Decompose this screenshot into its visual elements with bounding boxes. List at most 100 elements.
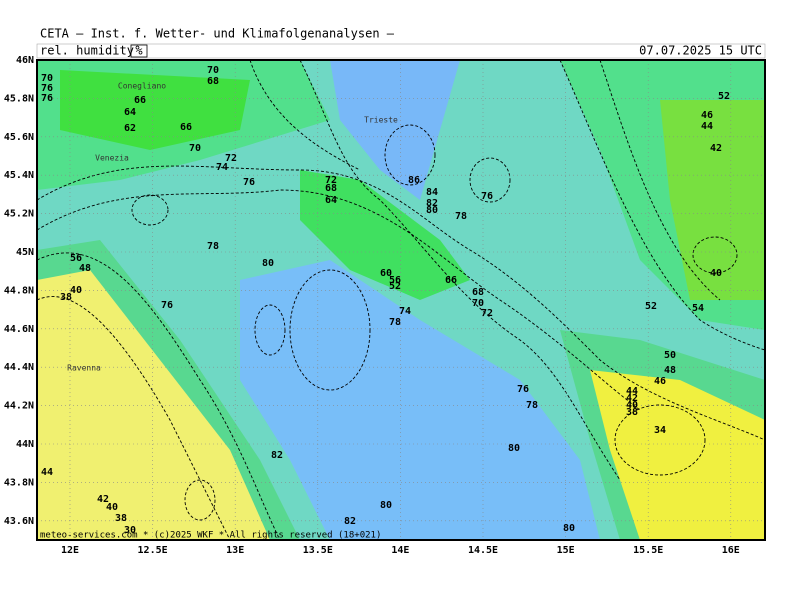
contour-label: 42 — [710, 143, 722, 154]
contour-label: 76 — [481, 191, 493, 202]
contour-label: 38 — [60, 292, 72, 303]
contour-label: 40 — [710, 268, 722, 279]
valid-time: 07.07.2025 15 UTC — [639, 44, 762, 58]
contour-label: 66 — [134, 95, 146, 106]
place-name: Venezia — [95, 154, 129, 163]
contours — [37, 60, 765, 540]
lon-label: 15E — [557, 545, 575, 556]
lat-label: 45.8N — [4, 93, 34, 104]
contour-label: 72 — [325, 175, 337, 186]
lat-label: 44N — [16, 439, 34, 450]
contour-label: 52 — [645, 301, 657, 312]
contour-label: 62 — [124, 123, 136, 134]
field-yellow — [37, 270, 270, 540]
contour-label: 80 — [426, 205, 438, 216]
lat-label: 44.6N — [4, 324, 34, 335]
contour-label: 74 — [399, 306, 411, 317]
contour-label: 66 — [445, 275, 457, 286]
field-green — [300, 170, 470, 300]
place-name: Trieste — [364, 116, 398, 125]
contour-label: 40 — [70, 285, 82, 296]
contour-label: 30 — [124, 525, 136, 536]
contour-label: 86 — [408, 175, 420, 186]
header-bar — [36, 43, 766, 59]
contour-label: 46 — [701, 110, 713, 121]
place-name: Ravenna — [67, 364, 101, 373]
lat-label: 43.8N — [4, 477, 34, 488]
contour-label: 68 — [325, 183, 337, 194]
contour-label: 76 — [41, 93, 53, 104]
contour-label: 80 — [380, 500, 392, 511]
lon-label: 14.5E — [468, 545, 498, 556]
lat-label: 44.8N — [4, 285, 34, 296]
contour-label: 44 — [701, 121, 713, 132]
contour-label: 76 — [243, 177, 255, 188]
lat-label: 44.2N — [4, 401, 34, 412]
contour-label: 78 — [207, 241, 219, 252]
contour-label: 50 — [664, 350, 676, 361]
field-blue — [330, 60, 460, 200]
contour-label: 82 — [344, 516, 356, 527]
contour-label: 64 — [124, 107, 136, 118]
lat-label: 45.2N — [4, 209, 34, 220]
contour-label: 68 — [472, 287, 484, 298]
field-blue — [240, 260, 600, 540]
field-name: rel. humidity — [40, 44, 134, 58]
map-frame — [36, 59, 766, 541]
contour-label: 40 — [626, 400, 638, 411]
field-green — [60, 70, 250, 150]
contour-label: 56 — [389, 275, 401, 286]
contour-label: 82 — [426, 198, 438, 209]
contour-label: 44 — [626, 386, 638, 397]
footer: meteo-services.com * (c)2025 WKF * All r… — [40, 531, 381, 541]
contour-label: 70 — [41, 73, 53, 84]
grid — [37, 59, 765, 540]
contour-label: 48 — [79, 263, 91, 274]
contour-label: 72 — [481, 308, 493, 319]
lon-label: 13E — [226, 545, 244, 556]
contour-label: 80 — [508, 443, 520, 454]
unit-box — [130, 44, 148, 58]
contour-label: 78 — [526, 400, 538, 411]
lat-label: 45N — [16, 247, 34, 258]
lon-label: 16E — [722, 545, 740, 556]
contour-label: 60 — [380, 268, 392, 279]
contour-label: 46 — [654, 376, 666, 387]
contour-label: 52 — [718, 91, 730, 102]
field-yellow — [590, 370, 765, 540]
field-yellowgreen — [660, 100, 765, 300]
map-field — [37, 60, 765, 540]
lat-label: 45.4N — [4, 170, 34, 181]
contour-label: 68 — [207, 76, 219, 87]
lat-label: 43.6N — [4, 516, 34, 527]
contour-label: 48 — [664, 365, 676, 376]
contour-label: 76 — [41, 83, 53, 94]
lat-label: 44.4N — [4, 362, 34, 373]
contour-label: 42 — [626, 393, 638, 404]
contour-label: 42 — [97, 494, 109, 505]
lat-label: 45.6N — [4, 132, 34, 143]
contour-label: 34 — [654, 425, 666, 436]
contour-label: 78 — [455, 211, 467, 222]
contour-label: 78 — [389, 317, 401, 328]
contour-label: 80 — [563, 523, 575, 534]
contour-label: 44 — [41, 467, 53, 478]
contour-label: 74 — [216, 162, 228, 173]
contour-label: 70 — [207, 65, 219, 76]
contour-label: 66 — [180, 122, 192, 133]
contour-label: 80 — [262, 258, 274, 269]
lon-label: 12E — [61, 545, 79, 556]
contour-label: 38 — [115, 513, 127, 524]
title: CETA – Inst. f. Wetter- und Klimafolgena… — [40, 27, 395, 41]
contour-label: 54 — [692, 303, 704, 314]
lon-label: 13.5E — [303, 545, 333, 556]
contour-label: 70 — [472, 298, 484, 309]
contour-label: 72 — [225, 153, 237, 164]
contour-label: 82 — [271, 450, 283, 461]
lon-label: 14E — [391, 545, 409, 556]
unit: % — [135, 44, 143, 58]
contour-label: 76 — [517, 384, 529, 395]
lon-label: 12.5E — [138, 545, 168, 556]
contour-label: 70 — [189, 143, 201, 154]
